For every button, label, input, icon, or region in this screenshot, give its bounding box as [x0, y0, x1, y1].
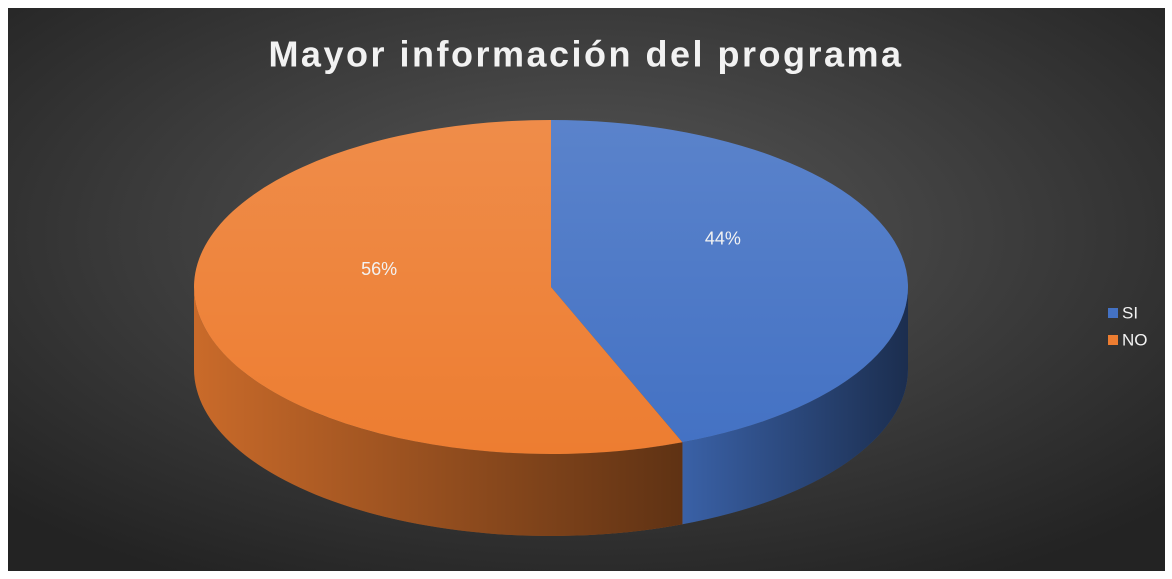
legend-swatch [1108, 335, 1118, 345]
legend-label: SI [1122, 303, 1138, 322]
data-label: 44% [705, 228, 741, 248]
slice-gloss [194, 120, 683, 454]
legend-swatch [1108, 308, 1118, 318]
side-shade [682, 287, 908, 525]
chart-title: Mayor información del programa [268, 34, 903, 75]
data-label: 56% [361, 259, 397, 279]
side-shade [194, 287, 683, 536]
slice-gloss [551, 120, 909, 443]
legend-label: NO [1122, 330, 1148, 349]
